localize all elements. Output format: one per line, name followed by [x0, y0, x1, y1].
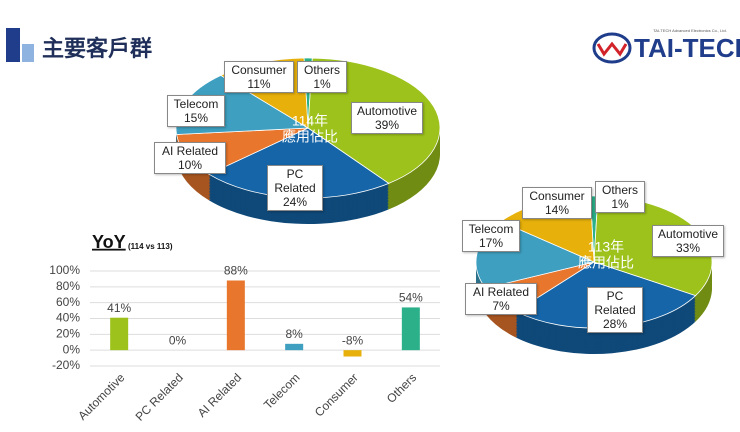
data-label: Automotive 33% [652, 225, 724, 257]
title-accent [6, 28, 20, 62]
data-label: PC Related 28% [587, 287, 643, 333]
bar [285, 343, 304, 351]
data-label-name: PC Related [594, 289, 636, 317]
data-label-name: Telecom [173, 97, 219, 111]
pie-center-label: 113年 [588, 239, 624, 255]
y-tick-label: 40% [56, 311, 80, 325]
data-label-value: 24% [282, 195, 308, 209]
bar-value-label: 0% [169, 333, 187, 347]
pie-center-label: 應用佔比 [578, 255, 634, 271]
title-accent [22, 44, 34, 62]
logo-mark [596, 41, 628, 57]
y-tick-label: 0% [63, 342, 81, 356]
bar-value-label: 41% [107, 301, 131, 315]
logo-tagline: TAI-TECH Advanced Electronics Co., Ltd. [653, 28, 727, 33]
data-label-value: 11% [247, 77, 271, 91]
data-label-name: AI Related [161, 144, 219, 158]
x-tick-label: Consumer [312, 370, 361, 419]
bar-title: YoY [92, 232, 126, 252]
logo-mark [592, 32, 632, 64]
slide-title: 主要客戶群 [42, 36, 152, 61]
data-label-value: 39% [374, 118, 400, 132]
data-label-name: Consumer [231, 63, 287, 77]
y-tick-label: -20% [52, 358, 80, 372]
logo: TAI-TECH TAI-TECH Advanced Electronics C… [592, 28, 740, 64]
y-tick-label: 80% [56, 279, 80, 293]
data-label-value: 1% [611, 197, 629, 211]
bar-value-label: 54% [399, 291, 423, 305]
bar-value-label: -8% [342, 333, 364, 347]
data-label-name: Telecom [468, 222, 514, 236]
bar [343, 350, 362, 357]
x-tick-label: AI Related [195, 370, 245, 420]
x-tick-label: Others [384, 370, 419, 405]
x-tick-label: PC Related [133, 370, 186, 423]
data-label-value: 14% [544, 203, 570, 217]
data-label-value: 17% [478, 236, 504, 250]
y-tick-label: 100% [49, 263, 80, 277]
data-label: Telecom 15% [167, 95, 225, 127]
pie-center-label: 應用佔比 [282, 129, 338, 145]
logo-text: TAI-TECH [634, 33, 740, 63]
data-label-name: Consumer [529, 189, 585, 203]
pie-center-label: 114年 [292, 113, 328, 129]
data-label-name: Others [601, 183, 638, 197]
data-label: Others 1% [595, 181, 645, 213]
data-label-name: AI Related [472, 285, 530, 299]
bar [401, 307, 420, 351]
bar [110, 317, 129, 351]
y-tick-label: 20% [56, 327, 80, 341]
x-tick-label: Automotive [75, 370, 128, 423]
bar-subtitle: (114 vs 113) [128, 242, 173, 251]
data-label-value: 7% [492, 299, 510, 313]
data-label: AI Related 7% [465, 283, 537, 315]
y-tick-label: 60% [56, 295, 80, 309]
data-label-name: Automotive [356, 104, 418, 118]
x-tick-label: Telecom [261, 370, 302, 411]
data-label-value: 28% [602, 317, 628, 331]
data-label: Others 1% [297, 61, 347, 93]
data-label-value: 10% [177, 158, 203, 172]
bar-value-label: 88% [224, 264, 248, 278]
data-label: Consumer 11% [224, 61, 294, 93]
data-label-name: Others [303, 63, 340, 77]
data-label-name: Automotive [657, 227, 719, 241]
data-label: Telecom 17% [462, 220, 520, 252]
data-label: Automotive 39% [351, 102, 423, 134]
bar-value-label: 8% [285, 327, 303, 341]
data-label-name: PC Related [274, 167, 316, 195]
data-label: PC Related 24% [267, 165, 323, 211]
data-label-value: 15% [183, 111, 209, 125]
data-label-value: 33% [675, 241, 701, 255]
data-label: AI Related 10% [154, 142, 226, 174]
data-label: Consumer 14% [522, 187, 592, 219]
data-label-value: 1% [313, 77, 331, 91]
bar [226, 280, 245, 351]
